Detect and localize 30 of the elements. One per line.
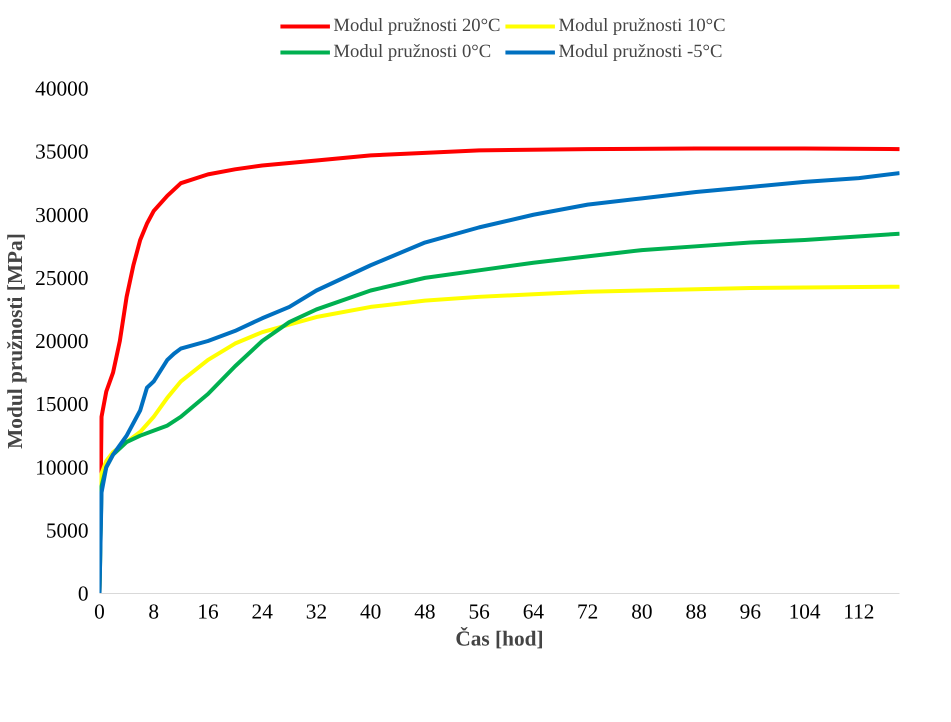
- x-tick-label: 80: [631, 600, 653, 624]
- legend-label: Modul pružnosti 0°C: [333, 41, 492, 63]
- y-axis-title: Modul pružnosti [MPa]: [3, 233, 28, 449]
- x-tick-label: 64: [522, 600, 544, 624]
- x-tick-label: 48: [414, 600, 436, 624]
- legend-label: Modul pružnosti -5°C: [558, 41, 722, 63]
- x-tick-label: 0: [94, 600, 105, 624]
- x-tick-label: 112: [843, 600, 874, 624]
- x-tick-label: 32: [306, 600, 328, 624]
- x-tick-label: 8: [148, 600, 160, 624]
- y-tick-label: 30000: [35, 202, 89, 227]
- y-tick-label: 10000: [35, 455, 89, 480]
- x-tick-label: 88: [685, 600, 707, 624]
- x-tick-label: 24: [252, 600, 274, 624]
- y-tick-label: 40000: [35, 76, 89, 100]
- y-tick-label: 0: [78, 582, 89, 606]
- x-tick-label: 96: [740, 600, 762, 624]
- legend-label: Modul pružnosti 10°C: [558, 15, 726, 37]
- x-tick-label: 40: [360, 600, 382, 624]
- legend-label: Modul pružnosti 20°C: [333, 15, 500, 37]
- x-tick-label: 56: [468, 600, 490, 624]
- y-tick-label: 20000: [35, 329, 89, 353]
- y-tick-label: 5000: [46, 518, 88, 542]
- y-tick-label: 25000: [35, 266, 89, 290]
- y-tick-label: 15000: [35, 392, 89, 416]
- x-axis-title: Čas [hod]: [455, 626, 544, 650]
- y-tick-label: 35000: [35, 140, 89, 164]
- x-tick-label: 72: [576, 600, 598, 624]
- x-tick-label: 16: [197, 600, 219, 624]
- x-tick-label: 104: [788, 600, 821, 624]
